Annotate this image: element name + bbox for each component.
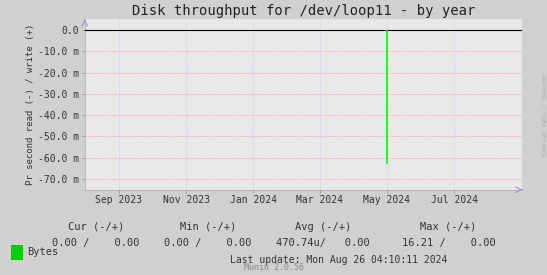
Text: 0.00 /    0.00: 0.00 / 0.00 <box>52 238 139 248</box>
Y-axis label: Pr second read (-) / write (+): Pr second read (-) / write (+) <box>26 24 36 185</box>
Text: RRDTOOL / TOBI OETIKER: RRDTOOL / TOBI OETIKER <box>541 74 546 157</box>
Text: 0.00 /    0.00: 0.00 / 0.00 <box>164 238 252 248</box>
Text: Last update: Mon Aug 26 04:10:11 2024: Last update: Mon Aug 26 04:10:11 2024 <box>230 255 448 265</box>
Text: Min (-/+): Min (-/+) <box>180 222 236 232</box>
Text: Bytes: Bytes <box>27 247 59 257</box>
Text: Munin 2.0.56: Munin 2.0.56 <box>243 263 304 272</box>
Text: 470.74u/   0.00: 470.74u/ 0.00 <box>276 238 370 248</box>
Title: Disk throughput for /dev/loop11 - by year: Disk throughput for /dev/loop11 - by yea… <box>132 4 475 18</box>
Text: Cur (-/+): Cur (-/+) <box>68 222 124 232</box>
Text: Max (-/+): Max (-/+) <box>421 222 476 232</box>
Text: Avg (-/+): Avg (-/+) <box>295 222 351 232</box>
Text: 16.21 /    0.00: 16.21 / 0.00 <box>401 238 496 248</box>
